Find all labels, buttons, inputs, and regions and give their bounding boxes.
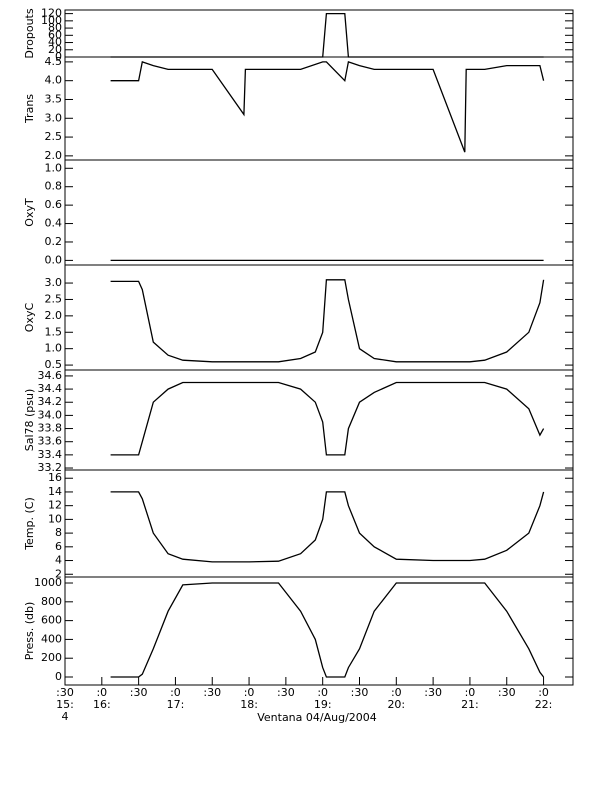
y-tick-label: 400 bbox=[41, 632, 62, 645]
y-tick-label: 2 bbox=[55, 567, 62, 580]
y-tick-label: 4.5 bbox=[45, 55, 63, 68]
y-tick-label: 0.6 bbox=[45, 198, 63, 211]
x-tick-label: :30 bbox=[351, 686, 369, 699]
data-line bbox=[110, 279, 545, 363]
y-tick-label: 20 bbox=[48, 43, 62, 56]
x-tick-label: :0 19: bbox=[314, 686, 332, 711]
y-tick-label: 33.8 bbox=[38, 422, 63, 435]
data-line bbox=[110, 381, 545, 456]
y-tick-label: 60 bbox=[48, 28, 62, 41]
y-tick-label: 1.5 bbox=[45, 325, 63, 338]
data-line bbox=[110, 491, 545, 563]
y-tick-label: 0.8 bbox=[45, 180, 63, 193]
y-tick-label: 0 bbox=[55, 50, 62, 63]
x-tick-label: :30 bbox=[277, 686, 295, 699]
y-axis-label: OxyT bbox=[23, 198, 36, 227]
y-tick-label: 120 bbox=[41, 7, 62, 20]
y-tick-label: 34.0 bbox=[38, 408, 63, 421]
x-tick-label: :30 bbox=[424, 686, 442, 699]
y-tick-label: 4.0 bbox=[45, 74, 63, 87]
y-tick-label: 33.6 bbox=[38, 435, 63, 448]
y-tick-label: 1000 bbox=[34, 576, 62, 589]
x-tick-label: :30 bbox=[498, 686, 516, 699]
y-tick-label: 3.0 bbox=[45, 111, 63, 124]
y-tick-label: 2.0 bbox=[45, 309, 63, 322]
y-tick-label: 40 bbox=[48, 36, 62, 49]
y-tick-label: 3.0 bbox=[45, 276, 63, 289]
y-tick-label: 2.5 bbox=[45, 292, 63, 305]
y-axis-label: Sal78 (psu) bbox=[23, 389, 36, 452]
x-tick-label: :30 bbox=[130, 686, 148, 699]
y-tick-label: 800 bbox=[41, 595, 62, 608]
y-tick-label: 200 bbox=[41, 651, 62, 664]
y-tick-label: 16 bbox=[48, 471, 62, 484]
y-tick-label: 0.4 bbox=[45, 217, 63, 230]
data-line bbox=[110, 12, 544, 58]
x-tick-label: :0 18: bbox=[240, 686, 258, 711]
y-tick-label: 2.5 bbox=[45, 130, 63, 143]
y-tick-label: 0.0 bbox=[45, 253, 63, 266]
panel-frame bbox=[64, 469, 574, 578]
y-tick-label: 2.0 bbox=[45, 149, 63, 162]
panel-frame bbox=[64, 369, 574, 471]
x-tick-label: :0 22: bbox=[535, 686, 553, 711]
y-tick-label: 600 bbox=[41, 614, 62, 627]
x-axis-label: Ventana 04/Aug/2004 bbox=[257, 711, 377, 724]
y-tick-label: 6 bbox=[55, 540, 62, 553]
y-tick-label: 33.2 bbox=[38, 461, 63, 474]
y-tick-label: 34.4 bbox=[38, 382, 63, 395]
panel-frame bbox=[64, 576, 574, 686]
x-tick-label: :30 bbox=[203, 686, 221, 699]
y-tick-label: 12 bbox=[48, 499, 62, 512]
y-tick-label: 10 bbox=[48, 512, 62, 525]
x-tick-label: :0 20: bbox=[387, 686, 405, 711]
data-line bbox=[110, 582, 545, 678]
y-tick-label: 33.4 bbox=[38, 448, 63, 461]
y-tick-label: 1.0 bbox=[45, 161, 63, 174]
y-axis-label: Trans bbox=[23, 94, 36, 124]
y-axis-label: Temp. (C) bbox=[23, 497, 36, 551]
y-tick-label: 1.0 bbox=[45, 342, 63, 355]
y-tick-label: 0 bbox=[55, 670, 62, 683]
x-tick-label: :0 16: bbox=[93, 686, 111, 711]
y-tick-label: 34.6 bbox=[38, 369, 63, 382]
y-axis-label: Press. (db) bbox=[23, 602, 36, 661]
y-tick-label: 8 bbox=[55, 526, 62, 539]
panel-frame bbox=[64, 264, 574, 371]
panel-frame bbox=[64, 159, 574, 266]
x-tick-label: :30 15: 4 bbox=[56, 686, 74, 723]
panel-frame bbox=[64, 9, 574, 58]
y-tick-label: 0.5 bbox=[45, 358, 63, 371]
y-tick-label: 3.5 bbox=[45, 92, 63, 105]
y-tick-label: 4 bbox=[55, 554, 62, 567]
y-tick-label: 14 bbox=[48, 485, 62, 498]
data-line bbox=[110, 61, 545, 153]
x-tick-label: :0 21: bbox=[461, 686, 479, 711]
y-tick-label: 34.2 bbox=[38, 395, 63, 408]
y-axis-label: Dropouts bbox=[23, 8, 36, 58]
y-tick-label: 0.2 bbox=[45, 235, 63, 248]
y-tick-label: 80 bbox=[48, 21, 62, 34]
y-axis-label: OxyC bbox=[23, 303, 36, 333]
y-tick-label: 100 bbox=[41, 14, 62, 27]
x-tick-label: :0 17: bbox=[167, 686, 185, 711]
panel-frame bbox=[64, 56, 574, 161]
